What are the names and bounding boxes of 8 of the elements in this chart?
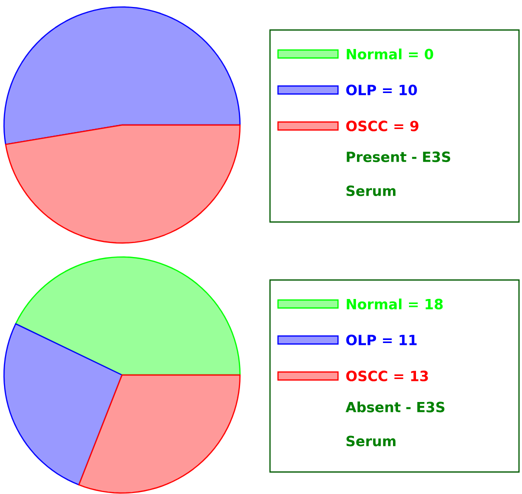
legend-label: Normal = 0 (346, 48, 434, 60)
legend-label: OSCC = 9 (346, 120, 418, 132)
legend-label: OLP = 11 (346, 334, 417, 346)
text: Present - E3S Serum (346, 152, 450, 196)
legend-label: Normal = 18 (346, 298, 443, 310)
legend-label: OLP = 10 (346, 84, 417, 96)
legend-label: OSCC = 13 (346, 370, 428, 382)
text: Absent - E3S Serum (346, 402, 444, 446)
